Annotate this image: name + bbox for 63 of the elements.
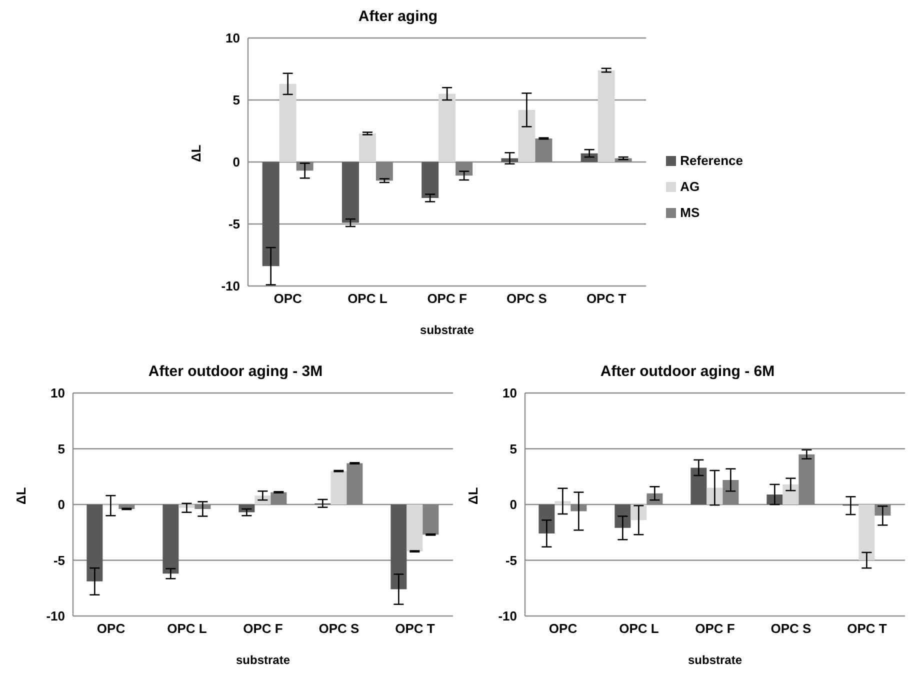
y-tick-label: 5	[58, 441, 65, 456]
bar	[279, 84, 296, 162]
y-tick-label: -5	[505, 552, 517, 568]
bar	[406, 504, 423, 552]
bar	[598, 70, 615, 162]
y-tick-label: 10	[226, 30, 240, 46]
bar	[554, 501, 571, 504]
bar	[858, 504, 875, 560]
y-tick-label: 5	[232, 92, 240, 108]
y-tick-label: -5	[53, 552, 65, 568]
x-tick-label: OPC S	[318, 621, 360, 636]
x-tick-label: OPC	[548, 621, 578, 636]
y-tick-label: -10	[498, 608, 517, 624]
legend-label: AG	[680, 178, 700, 194]
y-tick-label: 5	[510, 441, 517, 456]
y-axis-title: ΔL	[188, 144, 204, 162]
bar	[390, 504, 407, 590]
chart-title: After outdoor aging - 6M	[599, 363, 776, 382]
y-tick-label: 10	[50, 386, 65, 401]
x-tick-label: OPC S	[770, 621, 812, 636]
y-tick-label: 10	[502, 386, 517, 401]
x-tick-label: OPC T	[395, 621, 435, 636]
bar	[86, 504, 103, 582]
x-axis-title: substrate	[688, 653, 742, 667]
x-tick-label: OPC T	[847, 621, 887, 636]
x-tick-label: OPC F	[243, 621, 283, 636]
x-axis-title: substrate	[420, 323, 474, 337]
bar	[162, 504, 179, 574]
bar	[438, 94, 456, 162]
bar	[330, 471, 347, 504]
x-tick-label: OPC S	[506, 291, 548, 306]
x-tick-label: OPC	[274, 291, 303, 306]
x-tick-label: OPC L	[167, 621, 207, 636]
chart-title: After aging	[357, 8, 439, 27]
bar	[518, 110, 536, 162]
y-tick-label: 0	[510, 497, 517, 512]
x-tick-label: OPC T	[586, 291, 626, 306]
x-tick-label: OPC L	[619, 621, 659, 636]
y-tick-label: -10	[221, 278, 240, 294]
bar	[580, 153, 598, 162]
legend-label: MS	[680, 204, 700, 220]
bar	[358, 133, 376, 162]
bar	[422, 162, 439, 198]
y-tick-label: 0	[232, 154, 240, 170]
y-tick-label: 0	[58, 497, 65, 512]
legend-label: Reference	[680, 152, 743, 168]
y-tick-label: -5	[228, 216, 240, 232]
bar	[614, 504, 631, 528]
x-tick-label: OPC F	[695, 621, 735, 636]
bar	[342, 162, 359, 223]
bar	[178, 504, 195, 508]
bar	[262, 162, 280, 266]
bar	[782, 484, 799, 504]
bar	[538, 504, 555, 534]
y-tick-label: -10	[46, 608, 65, 624]
chart-title: After outdoor aging - 3M	[147, 363, 324, 382]
y-axis-title: ΔL	[466, 487, 481, 504]
x-axis-title: substrate	[236, 653, 290, 667]
y-axis-title: ΔL	[14, 487, 29, 504]
x-tick-label: OPC F	[427, 291, 467, 306]
bar	[690, 468, 707, 504]
x-tick-label: OPC	[96, 621, 126, 636]
x-tick-label: OPC L	[348, 291, 388, 306]
